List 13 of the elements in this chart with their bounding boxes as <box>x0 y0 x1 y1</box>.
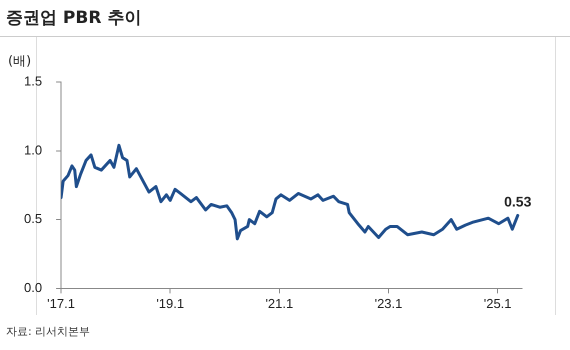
y-tick-label: 0.0 <box>24 280 42 295</box>
y-tick-label: 0.5 <box>24 211 42 226</box>
x-tick-label: '17.1 <box>47 296 75 311</box>
text: 자료: 리서치본부 <box>6 324 90 339</box>
chart-title: 증권업 PBR 추이 <box>6 7 142 29</box>
x-tick-label: '25.1 <box>484 296 512 311</box>
y-tick-label: 1.0 <box>24 142 42 158</box>
annotation: 0.53 <box>504 193 532 210</box>
y-tick-label: 1.5 <box>24 74 42 89</box>
x-tick-label: '19.1 <box>156 296 184 311</box>
y-axis-title: (배) <box>8 54 32 69</box>
x-tick-label: '21.1 <box>265 296 294 311</box>
x-tick-label: '23.1 <box>374 296 402 311</box>
